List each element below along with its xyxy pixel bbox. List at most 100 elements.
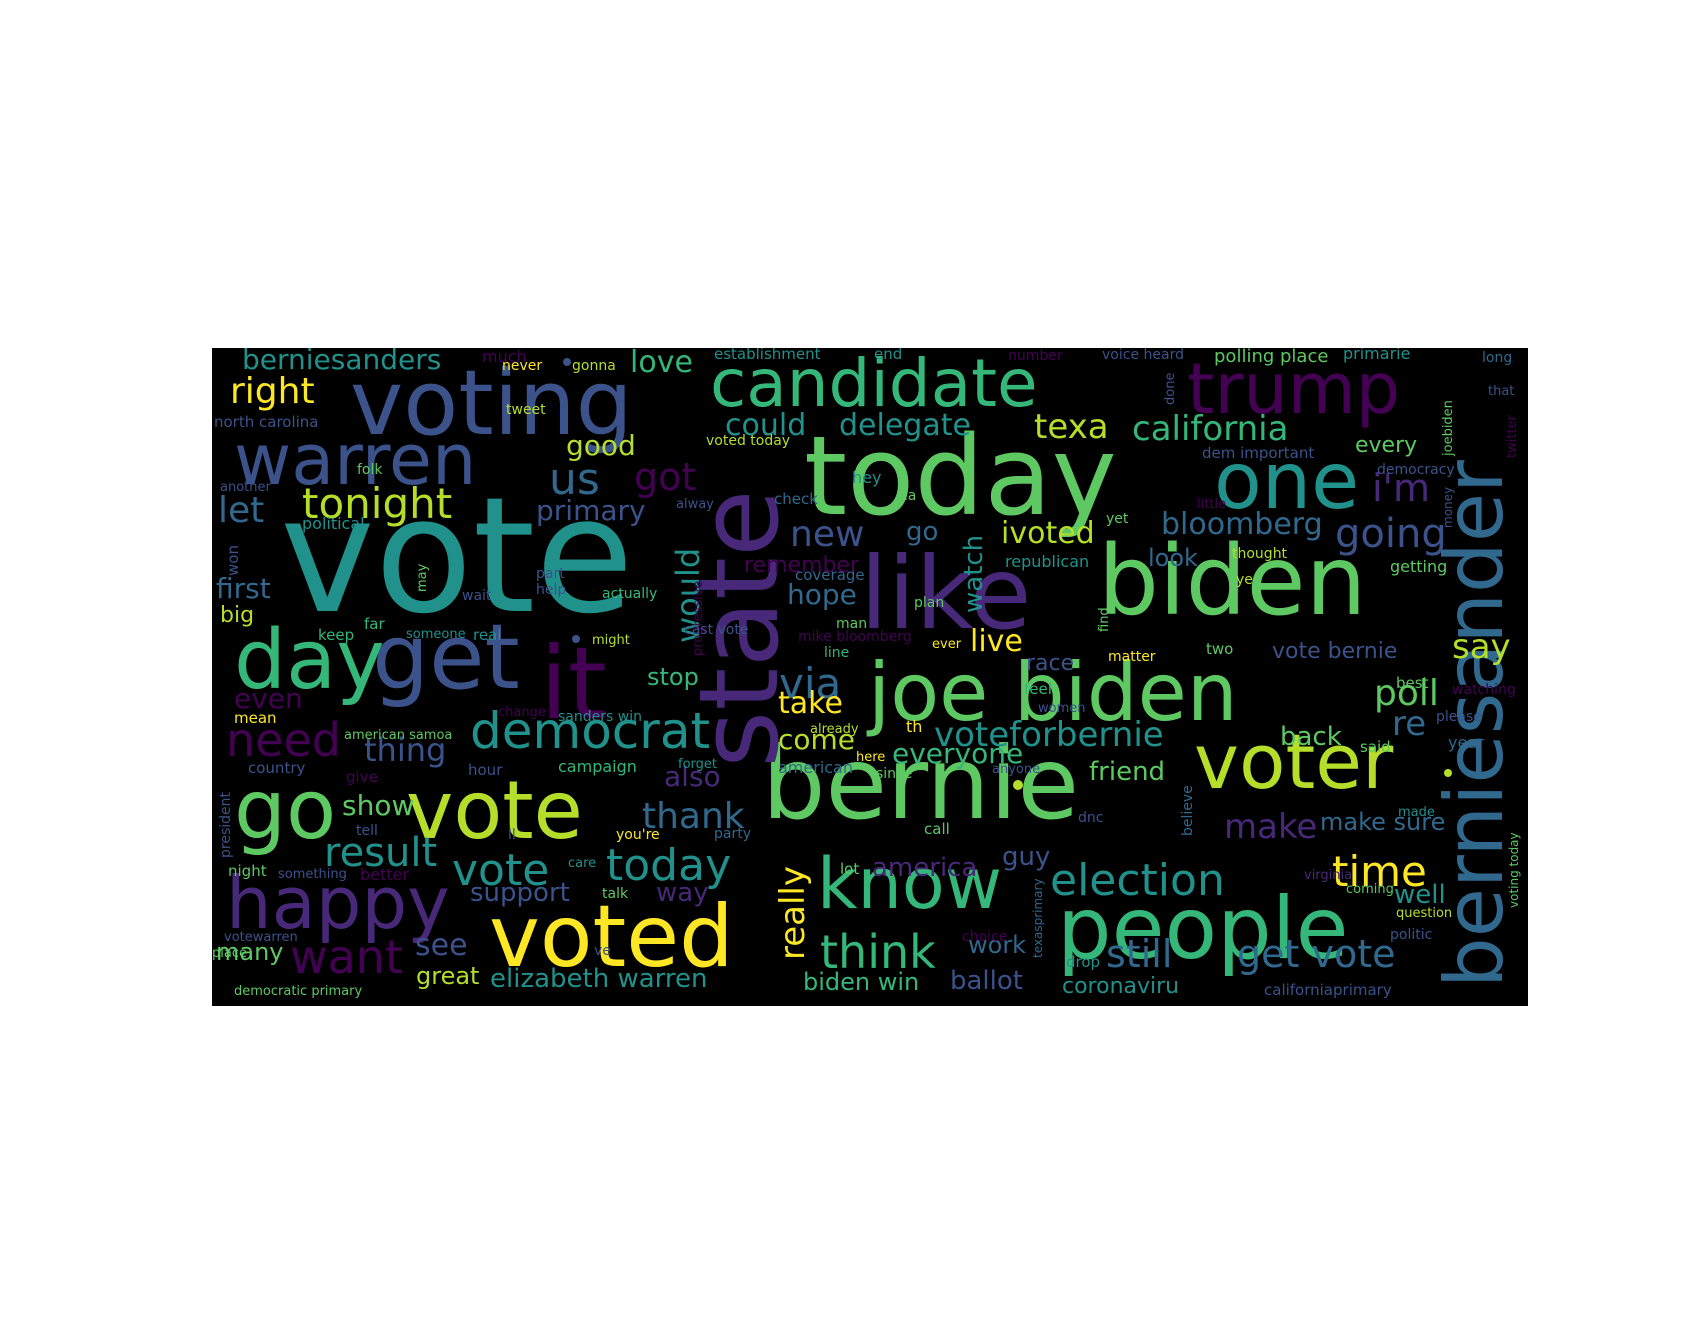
word-check: check <box>774 490 818 508</box>
word-dnc: dnc <box>1078 810 1103 826</box>
word-voted-today: voted today <box>706 433 790 449</box>
word-right: right <box>230 371 315 412</box>
word-part: part <box>536 566 565 582</box>
word-go: go <box>906 517 938 547</box>
word-might: might <box>592 633 630 648</box>
word-get-vote: get vote <box>1237 932 1396 976</box>
word-wait: wait <box>462 588 492 604</box>
word-folk: folk <box>357 462 383 478</box>
word-change: change <box>498 705 546 720</box>
word-time: time <box>1332 847 1427 896</box>
word-guy: guy <box>1002 842 1050 872</box>
word-people: people <box>1057 879 1349 979</box>
word-sanders-win: sanders win <box>558 709 642 725</box>
word-hour: hour <box>468 761 503 779</box>
word-poll: poll <box>1374 673 1439 714</box>
word-thought: thought <box>1232 546 1288 562</box>
word-thank: thank <box>642 796 745 837</box>
word-today: today <box>606 840 731 891</box>
word-president: president <box>218 791 234 858</box>
word-here: here <box>856 750 885 765</box>
word-republican: republican <box>1005 552 1089 571</box>
word-north-carolina: north carolina <box>214 413 319 431</box>
word-democratic-primary: democratic primary <box>234 984 362 999</box>
word-voting: voting <box>350 351 633 456</box>
word-ivoted: ivoted <box>1001 516 1095 551</box>
word-many: many <box>216 938 284 966</box>
word-one: one <box>1214 437 1359 527</box>
word-actually: actually <box>602 586 657 602</box>
word-give: give <box>346 768 378 786</box>
word-american: american <box>778 758 853 777</box>
word-polling-place: polling place <box>1214 348 1328 367</box>
word-show: show <box>342 789 414 822</box>
word-long: long <box>1482 350 1512 366</box>
word-already: already <box>810 722 859 737</box>
word-drop: drop <box>1066 953 1100 971</box>
word-election: election <box>1050 855 1225 906</box>
word-like: like <box>860 535 1031 652</box>
word-plan: plan <box>914 595 944 611</box>
word-result: result <box>324 830 437 876</box>
word-state: state <box>675 489 803 768</box>
word-going: going <box>1335 511 1447 557</box>
word-every: every <box>1355 433 1417 458</box>
word-choice: choice <box>962 929 1007 945</box>
word-money: money <box>1441 487 1455 528</box>
word-primarie: primarie <box>1343 348 1410 363</box>
word-everyone: everyone <box>892 737 1023 770</box>
word-cloud-background <box>212 348 1528 1006</box>
word-keep: keep <box>318 626 354 644</box>
word-ca: ca <box>900 488 916 504</box>
word-politic: politic <box>1390 927 1432 943</box>
word-done: done <box>1163 373 1178 405</box>
word-ballot: ballot <box>950 966 1023 996</box>
word-campaign: campaign <box>558 757 637 776</box>
word-establishment: establishment <box>714 348 821 363</box>
word-ever: ever <box>932 637 962 652</box>
word-ye: ye <box>1236 572 1253 588</box>
word-elizabeth-warren: elizabeth warren <box>490 964 707 994</box>
word-support: support <box>470 878 570 908</box>
word-great: great <box>416 962 479 990</box>
word-see: see <box>415 928 468 963</box>
word-re: re <box>1392 704 1426 744</box>
word-forget: forget <box>678 757 717 772</box>
word-ve: ve <box>594 943 611 959</box>
word-mean: mean <box>234 709 277 727</box>
word-want: want <box>290 930 403 984</box>
word-joe-biden: joe biden <box>866 646 1238 739</box>
word-mike-bloomberg: mike bloomberg <box>798 629 912 645</box>
word-progressive: progressive <box>691 581 706 656</box>
word-tweet: tweet <box>506 402 546 418</box>
word-friend: friend <box>1089 757 1165 787</box>
word-hey: hey <box>852 468 881 487</box>
dot-glyph <box>563 358 571 366</box>
word-warren: warren <box>234 419 476 501</box>
word-said: said <box>1360 738 1391 756</box>
word-cloud: vote today bernie voting candidate trump biden… <box>212 348 1528 1006</box>
word-new: new <box>790 514 864 555</box>
word-need: need <box>226 713 341 767</box>
word-also: also <box>664 760 721 793</box>
dot-glyph <box>572 635 580 643</box>
word-women: women <box>1038 701 1086 716</box>
word-call: call <box>924 820 950 838</box>
dot-glyph <box>1013 780 1023 790</box>
word-back: back <box>1280 722 1342 752</box>
word-help: help <box>536 582 566 598</box>
word-best: best <box>1396 674 1429 692</box>
word-far: far <box>364 615 385 633</box>
word-race: race <box>1026 651 1074 676</box>
word-yet: yet <box>1106 511 1129 527</box>
word-get: get <box>372 605 520 710</box>
word-america: america <box>872 853 977 883</box>
word-find: find <box>1097 607 1112 632</box>
word-make: make <box>1224 807 1317 847</box>
word-delegate: delegate <box>839 408 971 443</box>
word-tonight: tonight <box>302 479 452 528</box>
word-made: made <box>1398 805 1435 820</box>
word-hope: hope <box>787 578 857 611</box>
word-even: even <box>234 682 303 715</box>
word-say: say <box>1452 627 1511 667</box>
